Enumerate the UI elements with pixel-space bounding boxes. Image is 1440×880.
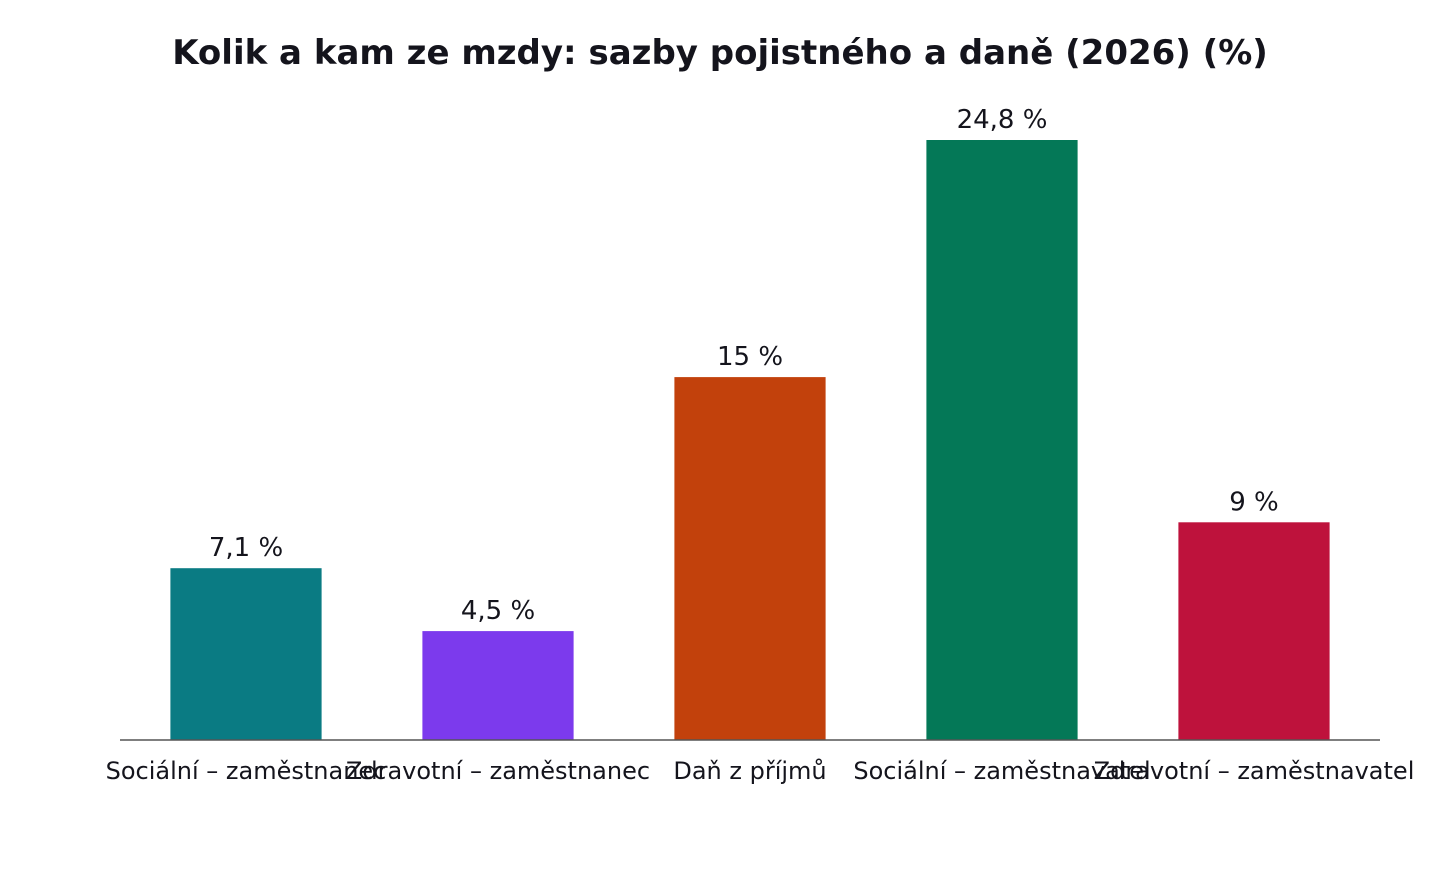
bar-5 [1178,522,1330,740]
chart-title: Kolik a kam ze mzdy: sazby pojistného a … [172,33,1268,73]
bar-2 [422,631,574,740]
bar-1 [170,568,322,740]
value-label-2: 4,5 % [461,596,535,626]
bar-3 [674,377,826,740]
value-label-3: 15 % [717,342,783,372]
x-tick-label-1: Sociální – zaměstnanec [106,757,387,785]
bars-layer [170,140,1330,740]
value-label-4: 24,8 % [957,105,1048,135]
x-tick-label-5: Zdravotní – zaměstnavatel [1094,757,1415,785]
x-tick-label-4: Sociální – zaměstnavatel [853,757,1150,785]
value-label-5: 9 % [1229,487,1279,517]
x-tick-label-2: Zdravotní – zaměstnanec [346,757,650,785]
value-labels-layer: 7,1 % 4,5 % 15 % 24,8 % 9 % [209,105,1279,626]
bar-4 [926,140,1078,740]
x-tick-label-3: Daň z příjmů [673,757,826,785]
value-label-1: 7,1 % [209,533,283,563]
